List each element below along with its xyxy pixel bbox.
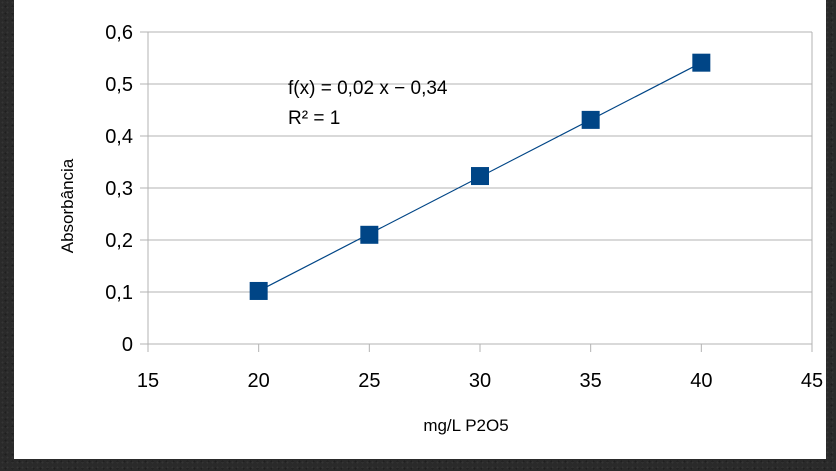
y-axis-title: Absorbância (58, 158, 77, 253)
x-axis-title: mg/L P2O5 (423, 416, 508, 435)
x-tick-label: 15 (137, 370, 159, 392)
data-point (471, 167, 489, 186)
y-axis-tick-labels: 0 0,1 0,2 0,3 0,4 0,5 0,6 (105, 22, 133, 356)
y-tick-label: 0,1 (105, 282, 133, 304)
x-tick-label: 40 (690, 370, 712, 392)
x-tick-label: 25 (358, 370, 380, 392)
trendline-equation: f(x) = 0,02 x − 0,34 (288, 78, 448, 99)
x-tick-label: 20 (248, 370, 270, 392)
x-tick-label: 35 (580, 370, 602, 392)
r-squared-label: R² = 1 (288, 108, 340, 129)
x-tick-label: 30 (469, 370, 491, 392)
y-tick-label: 0,5 (105, 74, 133, 96)
y-tick-label: 0,4 (105, 126, 133, 148)
data-point (360, 225, 379, 244)
x-tick-label: 45 (801, 370, 823, 392)
chart-canvas: 0 0,1 0,2 0,3 0,4 0,5 0,6 15 20 25 30 35 40 45 f(x) … (14, 0, 826, 459)
gridlines (148, 31, 812, 345)
x-axis-tick-labels: 15 20 25 30 35 40 45 (137, 370, 823, 392)
axes (140, 31, 813, 352)
data-points (249, 53, 711, 300)
data-point (581, 110, 600, 129)
y-tick-label: 0 (122, 334, 133, 356)
scatter-chart: 0 0,1 0,2 0,3 0,4 0,5 0,6 15 20 25 30 35 40 45 f(x) … (58, 22, 823, 435)
data-point (692, 53, 711, 72)
y-tick-label: 0,6 (105, 22, 133, 44)
data-point (249, 281, 268, 300)
y-tick-label: 0,3 (105, 178, 133, 200)
y-tick-label: 0,2 (105, 230, 133, 252)
